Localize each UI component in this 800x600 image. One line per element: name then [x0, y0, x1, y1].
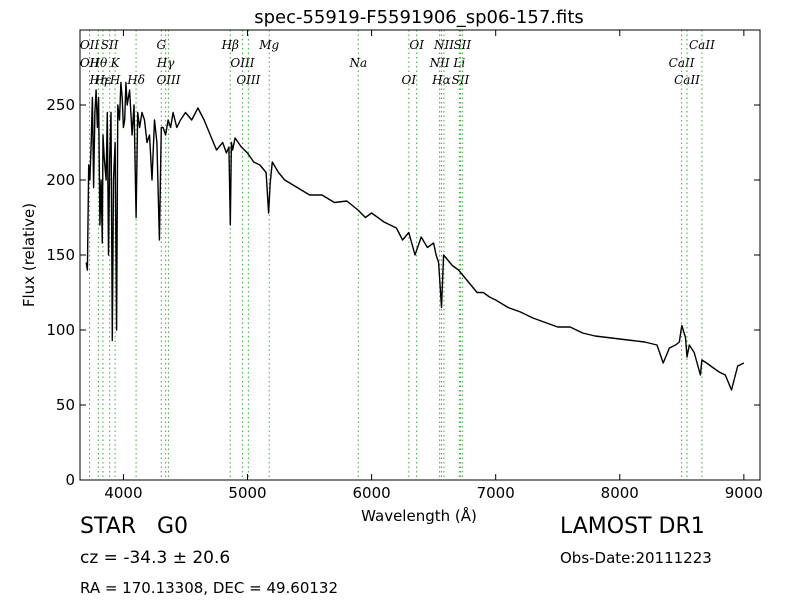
y-tick-label: 100 — [46, 321, 75, 339]
plot-frame — [79, 29, 761, 481]
spectral-line-label: Na — [349, 56, 368, 70]
coordinates: RA = 170.13308, DEC = 49.60132 — [80, 579, 339, 597]
redshift-value: cz = -34.3 ± 20.6 — [80, 548, 231, 568]
x-tick-label: 7000 — [477, 484, 515, 502]
spectral-line-label: OI — [402, 73, 417, 87]
spectral-line-label: OII — [80, 56, 100, 70]
y-tick-label: 200 — [46, 171, 75, 189]
x-tick-label: 9000 — [725, 484, 763, 502]
spectral-line-label: Hγ — [156, 56, 175, 70]
x-tick-label: 6000 — [353, 484, 391, 502]
spectral-line-label: SII — [453, 38, 471, 52]
y-tick-label: 250 — [46, 96, 75, 114]
spectral-line-label: SII — [452, 73, 470, 87]
spectral-line-label: Hθ — [89, 56, 108, 70]
spectral-line-label: CaII — [669, 56, 695, 70]
spectral-line-label: K — [110, 56, 121, 70]
spectral-line-label: Hα — [431, 73, 451, 87]
chart-title: spec-55919-F5591906_sp06-157.fits — [254, 7, 584, 28]
y-tick-label: 150 — [46, 246, 75, 264]
spectral-line-label: OIII — [236, 73, 260, 87]
object-class: STAR — [80, 514, 137, 539]
spectral-line-label: SII — [101, 38, 119, 52]
spectral-line-label: Mg — [258, 38, 279, 52]
spectral-line-label: Hε — [94, 73, 112, 87]
spectral-line-label: Hδ — [126, 73, 145, 87]
y-tick-label: 50 — [56, 396, 75, 414]
spectral-line-label: OIII — [156, 73, 180, 87]
spectral-line-label: OII — [80, 38, 100, 52]
spectral-line-label: G — [156, 38, 166, 52]
spectral-line-label: OIII — [230, 56, 254, 70]
object-subclass: G0 — [157, 514, 189, 539]
x-tick-label: 5000 — [228, 484, 266, 502]
spectral-line-label: OI — [409, 38, 424, 52]
x-axis-ticks: 4000 5000 6000 7000 8000 9000 — [104, 30, 763, 502]
spectral-line-label: H — [109, 73, 121, 87]
y-axis-ticks: 0 50 100 150 200 250 — [46, 96, 760, 489]
y-tick-label: 0 — [65, 471, 75, 489]
survey-name: LAMOST DR1 — [560, 514, 705, 539]
x-tick-label: 4000 — [104, 484, 142, 502]
spectral-line-label: NII — [429, 56, 450, 70]
x-tick-label: 8000 — [601, 484, 639, 502]
spectral-line-label: Li — [452, 56, 465, 70]
observation-date: Obs-Date:20111223 — [560, 549, 712, 567]
y-axis-label: Flux (relative) — [20, 203, 38, 307]
spectral-line-label: CaII — [674, 73, 700, 87]
spectral-line-label: NII — [433, 38, 454, 52]
x-axis-label: Wavelength (Å) — [361, 506, 477, 525]
spectrum-series-line — [85, 81, 745, 391]
spectral-line-label: Hβ — [221, 38, 239, 52]
spectral-line-label: CaII — [689, 38, 715, 52]
